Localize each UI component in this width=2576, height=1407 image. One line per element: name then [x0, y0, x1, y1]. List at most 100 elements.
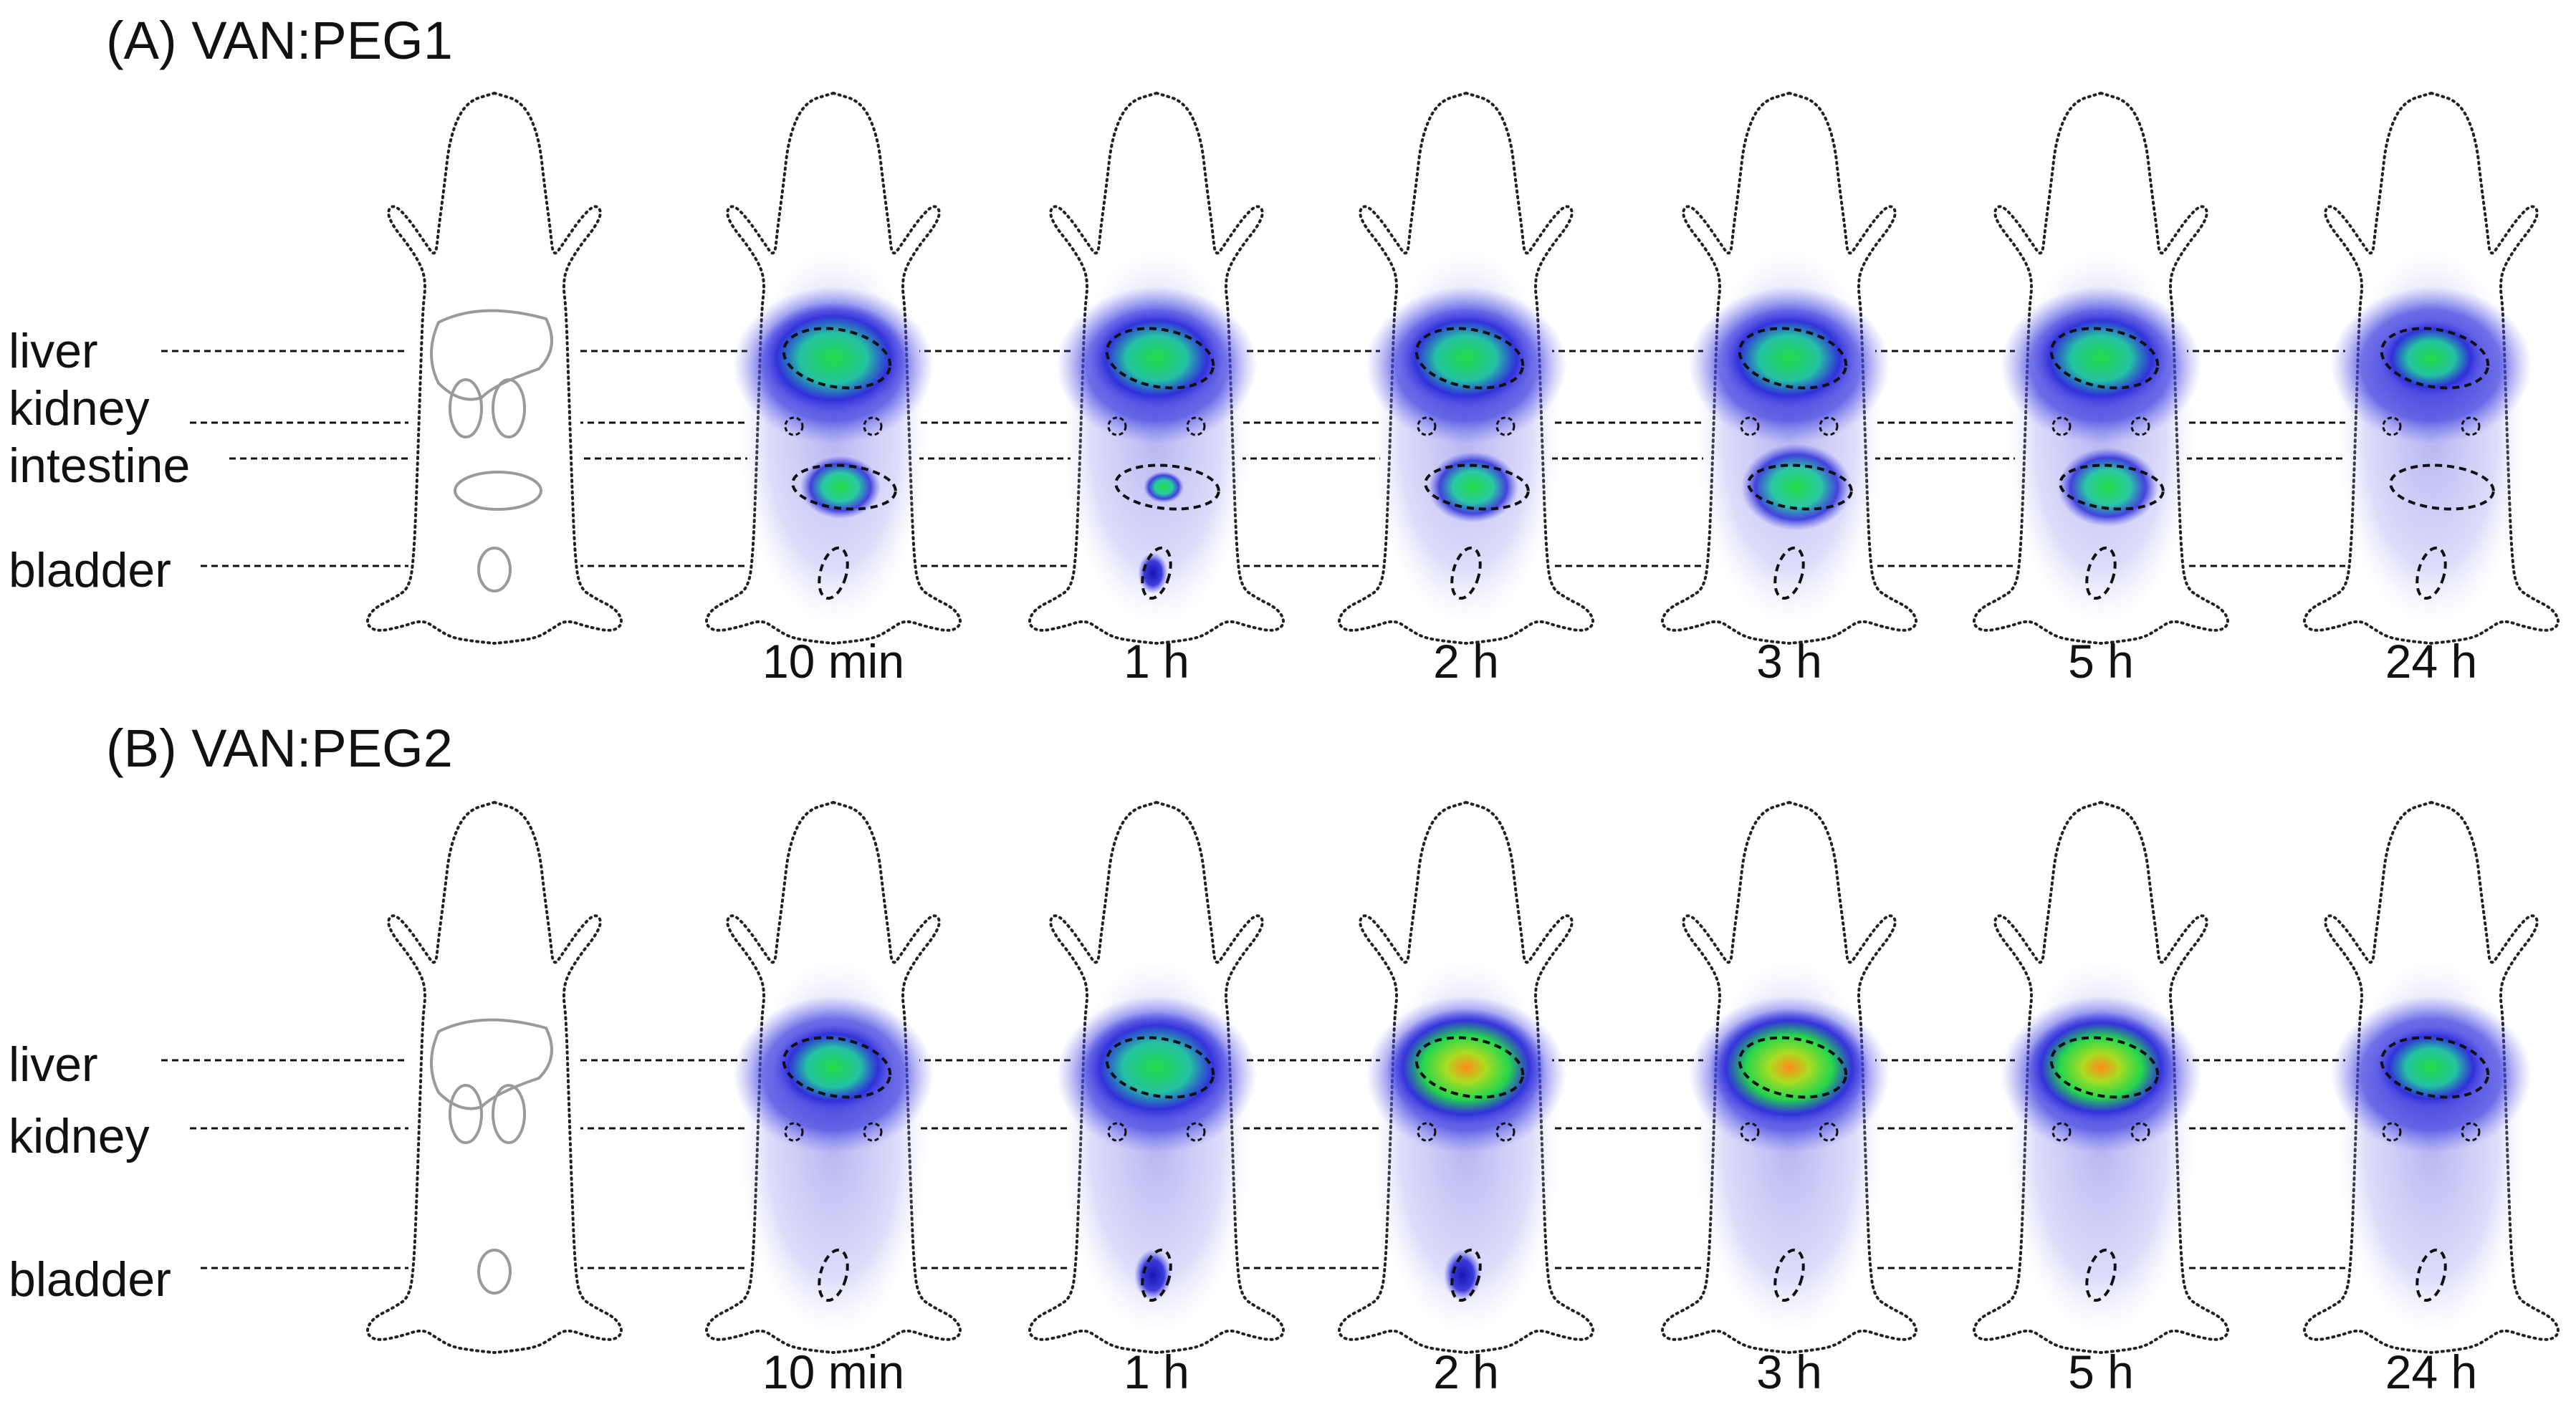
- panel-b-roi-kidney: [2051, 1122, 2072, 1142]
- panel-b-roi-kidney: [784, 1122, 804, 1142]
- panel-a-schematic-intestine: [454, 471, 542, 511]
- panel-a-label-kidney: kidney: [9, 381, 150, 436]
- panel-b-roi-bladder: [1141, 1248, 1172, 1302]
- panel-b-schematic-bladder: [477, 1249, 512, 1295]
- panel-b-time-label: 1 h: [1124, 1345, 1189, 1398]
- panel-a-time-label: 3 h: [1756, 635, 1822, 688]
- panel-b-roi-liver: [1738, 1036, 1848, 1099]
- panel-a-label-liver: liver: [9, 324, 98, 378]
- panel-a-signal-intestine: [1741, 443, 1852, 531]
- panel-a-roi-kidney: [1740, 416, 1760, 436]
- panel-b-roi-kidney: [1819, 1122, 1839, 1142]
- panel-b-signal-liver-core: [1710, 1009, 1869, 1126]
- panel-b-roi-kidney: [2130, 1122, 2150, 1142]
- panel-a-mask: [408, 258, 580, 595]
- panel-b-schematic-kidney: [492, 1084, 526, 1144]
- panel-a-signal-bladder: [1138, 552, 1168, 594]
- panel-a-roi-kidney: [2461, 416, 2481, 436]
- panel-b-roi-kidney: [1740, 1122, 1760, 1142]
- panel-b-time-label: 24 h: [2385, 1345, 2478, 1398]
- panel-b-roi-liver: [2049, 1036, 2160, 1099]
- panel-a-roi-intestine: [2059, 464, 2165, 511]
- panel-a-roi-kidney: [1107, 416, 1127, 436]
- panel-b-time-label: 3 h: [1756, 1345, 1822, 1398]
- panel-a-roi-liver: [2380, 327, 2490, 390]
- panel-a-roi-bladder: [1450, 546, 1482, 600]
- panel-b-signal-liver-core: [1387, 1009, 1546, 1126]
- panel-a-roi-liver: [1414, 327, 1525, 390]
- panel-b-mouse-outline: [1028, 800, 1285, 1355]
- panel-a-roi-kidney: [2051, 416, 2072, 436]
- panel-b-mouse-outline: [1661, 800, 1917, 1355]
- panel-b-roi-bladder: [1773, 1248, 1805, 1302]
- panel-a-signal-liver-core: [1721, 307, 1857, 409]
- panel-b-signal-liver-core: [773, 1022, 894, 1113]
- panel-a-roi-kidney: [1495, 416, 1516, 436]
- panel-b-time-label: 10 min: [762, 1345, 905, 1398]
- panel-a-mouse-outline: [2303, 91, 2560, 645]
- panel-a-roi-kidney: [1819, 416, 1839, 436]
- panel-b-roi-kidney: [2382, 1122, 2402, 1142]
- panel-a-roi-liver: [782, 327, 892, 390]
- panel-b-roi-kidney: [1417, 1122, 1437, 1142]
- panel-b-mask: [408, 967, 580, 1304]
- panel-b-roi-kidney: [1107, 1122, 1127, 1142]
- panel-a-roi-intestine: [1114, 464, 1220, 511]
- panel-a-schematic-kidney: [449, 378, 483, 438]
- panel-a-roi-kidney: [2130, 416, 2150, 436]
- panel-b-roi-kidney: [863, 1122, 883, 1142]
- panel-a-signal-liver-core: [758, 302, 909, 414]
- panel-b-signal-bladder: [1134, 1249, 1172, 1301]
- panel-b-roi-bladder: [818, 1248, 849, 1302]
- panel-a-mouse-outline: [705, 91, 962, 645]
- panel-a-roi-kidney: [863, 416, 883, 436]
- panel-a-signal-liver-core: [1088, 307, 1225, 409]
- panel-b-signal-liver-core: [1081, 1012, 1232, 1123]
- panel-a-roi-bladder: [2415, 546, 2447, 600]
- panel-a-roi-liver: [1105, 327, 1215, 390]
- panel-a-time-label: 10 min: [762, 635, 905, 688]
- panel-a-signal-intestine: [2058, 448, 2158, 527]
- panel-b-signal-liver-core: [2026, 1012, 2176, 1123]
- panel-b-mouse-outline: [366, 800, 623, 1355]
- panel-a-mouse-outline: [1028, 91, 1285, 645]
- panel-a-signal-liver-core: [2033, 307, 2169, 409]
- panel-a-time-label: 2 h: [1433, 635, 1499, 688]
- panel-a-schematic-bladder: [477, 547, 512, 592]
- panel-a-signal-liver-core: [1398, 307, 1534, 409]
- panel-a-roi-intestine: [1747, 464, 1853, 511]
- panel-b-roi-kidney: [1495, 1122, 1516, 1142]
- panel-a-label-bladder: bladder: [9, 543, 171, 597]
- panel-a-schematic-kidney: [492, 378, 526, 438]
- panel-b-time-label: 5 h: [2068, 1345, 2134, 1398]
- panel-b-signal-liver-core: [2375, 1025, 2488, 1110]
- panel-a-time-label: 1 h: [1124, 635, 1189, 688]
- panel-a-time-label: 5 h: [2068, 635, 2134, 688]
- panel-b-roi-bladder: [2415, 1248, 2447, 1302]
- panel-a-roi-kidney: [1186, 416, 1206, 436]
- panel-b-signal-bladder: [1444, 1249, 1481, 1301]
- panel-b-mouse-outline: [1973, 800, 2229, 1355]
- panel-b-roi-bladder: [1450, 1248, 1482, 1302]
- panel-a-mouse-outline: [1338, 91, 1594, 645]
- panel-a-mouse-outline: [1973, 91, 2229, 645]
- panel-a-roi-intestine: [791, 464, 897, 511]
- panel-b-roi-liver: [782, 1036, 892, 1099]
- panel-b-mouse-outline: [2303, 800, 2560, 1355]
- panel-a-schematic-liver: [430, 309, 553, 401]
- panel-a-roi-bladder: [2085, 546, 2117, 600]
- panel-b-title: (B) VAN:PEG2: [106, 719, 453, 778]
- panel-a-roi-liver: [2049, 327, 2160, 390]
- panel-a-roi-bladder: [818, 546, 849, 600]
- panel-a-mouse-outline: [1661, 91, 1917, 645]
- panel-a-roi-kidney: [1417, 416, 1437, 436]
- panel-b-mouse-outline: [1338, 800, 1594, 1355]
- panel-a-roi-kidney: [784, 416, 804, 436]
- panel-a-time-label: 24 h: [2385, 635, 2478, 688]
- panel-a-mouse-outline: [366, 91, 623, 645]
- panel-b-roi-kidney: [2461, 1122, 2481, 1142]
- panel-b-roi-liver: [2380, 1036, 2490, 1099]
- panel-a-signal-intestine: [800, 456, 881, 519]
- panel-a-roi-bladder: [1141, 546, 1172, 600]
